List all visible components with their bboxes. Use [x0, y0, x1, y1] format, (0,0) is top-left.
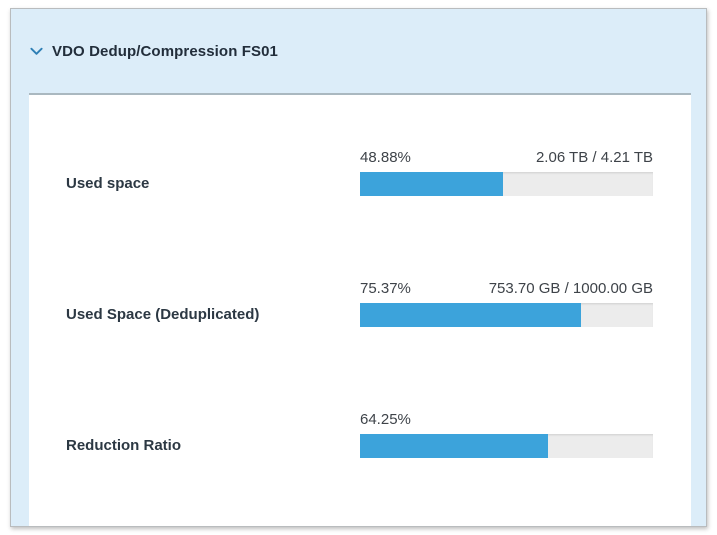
metric-bar-group: 48.88% 2.06 TB / 4.21 TB [360, 149, 653, 196]
progress-track [360, 303, 653, 327]
metric-meta: 75.37% 753.70 GB / 1000.00 GB [360, 280, 653, 297]
metric-detail: 2.06 TB / 4.21 TB [535, 149, 653, 166]
progress-fill [360, 303, 581, 327]
vdo-dedup-panel: VDO Dedup/Compression FS01 Used space 48… [10, 8, 707, 527]
metric-label: Used space [66, 175, 150, 192]
metric-bar-group: 64.25% [360, 411, 653, 458]
metric-bar-group: 75.37% 753.70 GB / 1000.00 GB [360, 280, 653, 327]
metric-row-reduction-ratio: Reduction Ratio 64.25% [66, 411, 653, 458]
panel-title: VDO Dedup/Compression FS01 [52, 42, 278, 60]
metric-percent: 75.37% [360, 280, 411, 297]
metric-detail: 753.70 GB / 1000.00 GB [488, 280, 653, 297]
metric-label: Reduction Ratio [66, 437, 181, 454]
progress-fill [360, 434, 549, 458]
metric-row-used-space: Used space 48.88% 2.06 TB / 4.21 TB [66, 149, 653, 196]
metric-row-used-space-deduplicated: Used Space (Deduplicated) 75.37% 753.70 … [66, 280, 653, 327]
metric-percent: 64.25% [360, 411, 411, 428]
panel-body: Used space 48.88% 2.06 TB / 4.21 TB Used… [29, 93, 691, 526]
metric-meta: 48.88% 2.06 TB / 4.21 TB [360, 149, 653, 166]
panel-header[interactable]: VDO Dedup/Compression FS01 [11, 9, 706, 93]
metric-meta: 64.25% [360, 411, 653, 428]
chevron-down-icon[interactable] [29, 44, 44, 59]
progress-fill [360, 172, 504, 196]
progress-track [360, 434, 653, 458]
metric-label: Used Space (Deduplicated) [66, 306, 260, 323]
progress-track [360, 172, 653, 196]
metric-percent: 48.88% [360, 149, 411, 166]
